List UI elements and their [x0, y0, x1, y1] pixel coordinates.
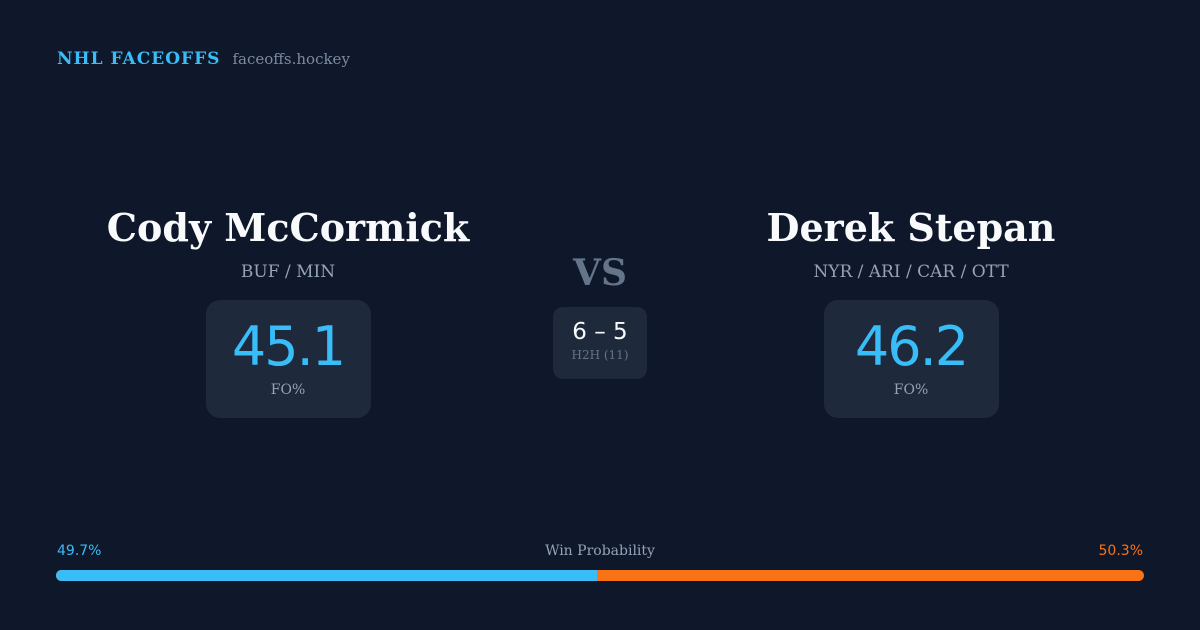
fo-label: FO% [893, 382, 929, 398]
left-probability-fill [56, 570, 597, 581]
player-left: Cody McCormick BUF / MIN 45.1 FO% [78, 205, 498, 418]
vs-label: VS [573, 252, 627, 294]
h2h-score: 6 – 5 [572, 319, 628, 345]
fo-card: 46.2 FO% [823, 300, 999, 418]
win-probability-bar [56, 570, 1144, 581]
player-right: Derek Stepan NYR / ARI / CAR / OTT 46.2 … [701, 205, 1121, 418]
brand-url: faceoffs.hockey [232, 50, 350, 68]
player-teams: BUF / MIN [240, 262, 336, 282]
fo-percentage: 46.2 [854, 315, 969, 378]
fo-card: 45.1 FO% [205, 300, 371, 418]
h2h-label: H2H (11) [571, 348, 629, 362]
win-probability-label: Win Probability [545, 543, 655, 559]
player-teams: NYR / ARI / CAR / OTT [813, 262, 1009, 282]
player-name: Cody McCormick [106, 205, 470, 250]
h2h-card: 6 – 5 H2H (11) [553, 307, 647, 379]
right-probability: 50.3% [1098, 543, 1143, 559]
brand-title: NHL FACEOFFS [57, 49, 221, 69]
left-probability: 49.7% [57, 543, 102, 559]
fo-percentage: 45.1 [231, 315, 346, 378]
player-name: Derek Stepan [766, 205, 1056, 250]
fo-label: FO% [270, 382, 306, 398]
brand: NHL FACEOFFS faceoffs.hockey [57, 49, 350, 69]
